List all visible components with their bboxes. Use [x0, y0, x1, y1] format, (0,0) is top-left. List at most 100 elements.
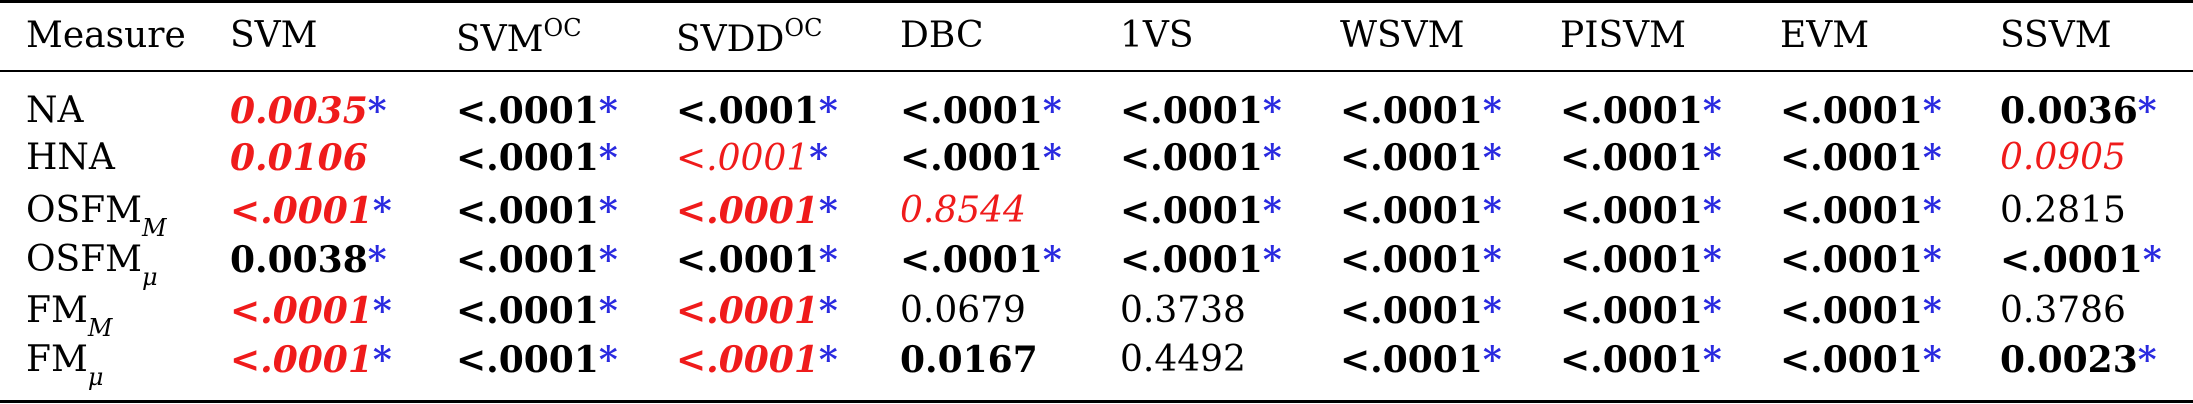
p-value: <.0001: [1560, 137, 1703, 179]
p-value: <.0001: [1120, 137, 1263, 179]
column-header-label: 1VS: [1120, 15, 1194, 56]
significance-star: *: [1262, 239, 1282, 281]
column-header: 1VS: [1120, 18, 1194, 54]
significance-star: *: [1702, 339, 1722, 381]
table-cell: <.0001*: [456, 342, 618, 379]
row-measure: OSFMμ: [26, 242, 158, 290]
table-cell: <.0001*: [676, 342, 838, 379]
p-value: <.0001: [1560, 339, 1703, 381]
p-value: <.0001: [456, 90, 599, 132]
p-value: <.0001: [1560, 190, 1703, 232]
significance-star: *: [818, 239, 838, 281]
significance-star: *: [1922, 137, 1942, 179]
p-value: <.0001: [1340, 290, 1483, 332]
table-top-rule: [0, 0, 2193, 3]
significance-star: *: [818, 190, 838, 232]
p-value: <.0001: [230, 190, 373, 232]
row-measure-subscript: μ: [87, 363, 104, 392]
p-value: <.0001: [1780, 190, 1923, 232]
p-value: 0.2815: [2000, 190, 2126, 231]
p-value: 0.0167: [900, 339, 1038, 381]
p-value: <.0001: [676, 239, 819, 281]
p-value: <.0001: [1340, 339, 1483, 381]
table-cell: <.0001*: [1340, 93, 1502, 130]
column-header: SVDDOC: [676, 16, 822, 60]
p-value: <.0001: [1780, 239, 1923, 281]
table-cell: <.0001*: [1340, 193, 1502, 230]
table-cell: <.0001*: [1560, 93, 1722, 130]
p-value: <.0001: [1340, 90, 1483, 132]
p-value: <.0001: [1560, 239, 1703, 281]
table-cell: <.0001*: [1560, 242, 1722, 279]
table-cell: <.0001*: [456, 193, 618, 230]
p-value: <.0001: [1120, 239, 1263, 281]
p-value: <.0001: [230, 339, 373, 381]
table-cell: <.0001*: [676, 193, 838, 230]
table-cell: 0.2815: [2000, 193, 2126, 229]
significance-star: *: [1482, 290, 1502, 332]
p-value: <.0001: [1780, 90, 1923, 132]
table-cell: <.0001*: [1120, 93, 1282, 130]
table-cell: <.0001*: [456, 93, 618, 130]
significance-star: *: [2137, 339, 2157, 381]
p-value: <.0001: [1780, 339, 1923, 381]
column-header-superscript: OC: [784, 14, 823, 42]
significance-star: *: [1262, 90, 1282, 132]
table-cell: <.0001*: [230, 342, 392, 379]
column-header-label: SSVM: [2000, 15, 2112, 56]
row-measure-label: FM: [26, 290, 88, 331]
table-cell: 0.0036*: [2000, 93, 2157, 130]
significance-star: *: [818, 290, 838, 332]
p-value: 0.0679: [900, 290, 1026, 331]
table-cell: <.0001*: [230, 293, 392, 330]
table-cell: <.0001*: [1340, 342, 1502, 379]
p-value: <.0001: [456, 290, 599, 332]
row-measure: HNA: [26, 140, 115, 176]
column-header-label: SVDD: [676, 19, 785, 60]
significance-star: *: [1482, 190, 1502, 232]
table-cell: <.0001*: [1340, 293, 1502, 330]
p-value: 0.3738: [1120, 290, 1246, 331]
table-cell: <.0001*: [1780, 293, 1942, 330]
row-measure: OSFMM: [26, 193, 167, 241]
row-measure-subscript: μ: [142, 263, 158, 292]
table-bottom-rule: [0, 400, 2193, 403]
significance-star: *: [2137, 90, 2157, 132]
significance-star: *: [1702, 137, 1722, 179]
significance-star: *: [372, 190, 392, 232]
significance-star: *: [1702, 90, 1722, 132]
row-measure-subscript: M: [142, 214, 167, 243]
row-measure: FMμ: [26, 342, 103, 390]
row-measure-subscript: M: [87, 314, 113, 343]
table-cell: 0.0167: [900, 342, 1038, 379]
column-header: SSVM: [2000, 18, 2112, 54]
significance-star: *: [1482, 239, 1502, 281]
significance-star: *: [367, 90, 387, 132]
p-value: <.0001: [1340, 190, 1483, 232]
column-header-label: PISVM: [1560, 15, 1686, 56]
column-header: DBC: [900, 18, 984, 54]
significance-star: *: [809, 137, 829, 179]
p-value: <.0001: [1120, 190, 1263, 232]
significance-star: *: [1702, 290, 1722, 332]
significance-star: *: [818, 339, 838, 381]
table-cell: <.0001*: [1780, 193, 1942, 230]
p-value: <.0001: [1340, 239, 1483, 281]
significance-star: *: [598, 339, 618, 381]
p-value: <.0001: [676, 190, 819, 232]
table-cell: 0.4492: [1120, 342, 1246, 378]
table-cell: <.0001*: [1780, 242, 1942, 279]
table-cell: <.0001*: [1780, 342, 1942, 379]
significance-star: *: [1042, 137, 1062, 179]
p-value: <.0001: [676, 290, 819, 332]
row-measure: NA: [26, 93, 84, 129]
p-value: 0.0023: [2000, 339, 2138, 381]
p-value: <.0001: [900, 239, 1043, 281]
table-cell: <.0001*: [1340, 140, 1502, 177]
p-value: <.0001: [456, 190, 599, 232]
significance-star: *: [1702, 239, 1722, 281]
p-value: <.0001: [676, 138, 810, 179]
p-value: 0.0036: [2000, 90, 2138, 132]
table-cell: <.0001*: [1340, 242, 1502, 279]
column-header-label: Measure: [26, 15, 186, 56]
